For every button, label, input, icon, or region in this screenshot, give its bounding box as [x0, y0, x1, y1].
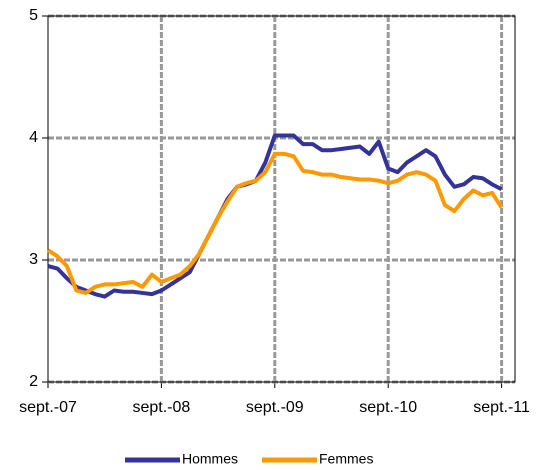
- plot-frame: [47, 15, 516, 383]
- y-tick-label: 5: [29, 7, 38, 24]
- legend-label: Hommes: [182, 451, 238, 467]
- y-tick-label: 2: [29, 373, 38, 390]
- legend-label: Femmes: [319, 451, 373, 467]
- series-line: [47, 133, 503, 299]
- y-tick-label: 4: [29, 129, 38, 146]
- x-tick-label: sept.-07: [19, 399, 77, 416]
- y-tick-label: 3: [29, 251, 38, 268]
- x-tick-label: sept.-10: [359, 399, 417, 416]
- x-tick-label: sept.-11: [473, 399, 530, 416]
- x-tick-label: sept.-09: [246, 399, 304, 416]
- series-line: [46, 151, 504, 295]
- x-tick-label: sept.-08: [132, 399, 190, 416]
